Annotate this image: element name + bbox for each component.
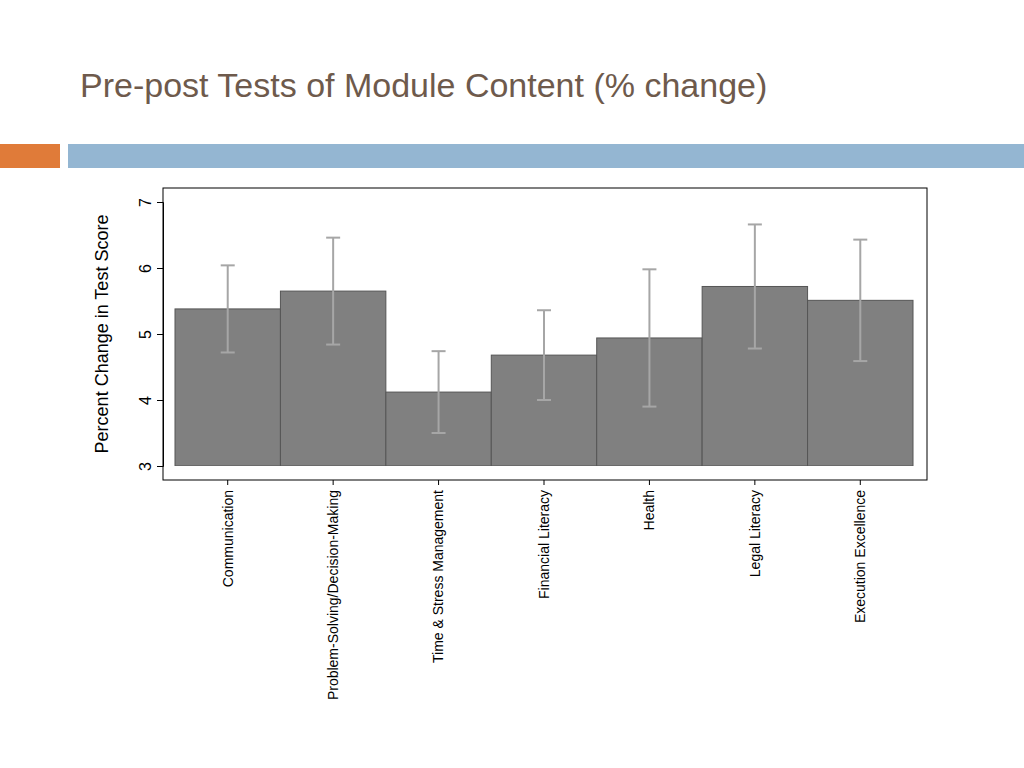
error-bar [326,238,340,345]
error-cap [537,309,551,311]
error-cap [432,350,446,352]
x-tick: Legal Literacy [747,480,763,577]
x-tick-label: Legal Literacy [747,490,763,577]
x-tick-label: Health [641,490,657,530]
plot-area [175,224,913,466]
error-cap [853,239,867,241]
y-tick-mark [157,268,163,269]
x-tick: Financial Literacy [536,480,552,599]
y-tick: 4 [137,396,163,405]
y-tick-label: 5 [137,330,154,339]
error-cap [853,360,867,362]
error-cap [221,264,235,266]
error-bar [537,310,551,400]
error-cap [537,399,551,401]
y-tick-label: 3 [137,462,154,471]
error-stem [438,351,440,433]
x-tick-label: Financial Literacy [536,490,552,599]
error-stem [859,240,861,361]
error-cap [432,432,446,434]
error-cap [748,223,762,225]
y-tick-mark [157,400,163,401]
error-cap [748,348,762,350]
x-tick-mark [227,480,228,485]
y-tick: 5 [137,330,163,339]
error-bar [642,269,656,406]
error-stem [648,269,650,406]
error-bar [221,265,235,352]
error-bar [853,240,867,361]
x-tick-label: Time & Stress Management [430,490,446,663]
y-tick-label: 4 [137,396,154,405]
y-tick-mark [157,334,163,335]
x-tick-mark [333,480,334,485]
x-tick: Execution Excellence [852,480,868,623]
y-axis-line [157,203,164,467]
error-bar [748,224,762,348]
title: Pre-post Tests of Module Content (% chan… [80,66,767,104]
x-tick-mark [649,480,650,485]
y-tick: 3 [137,462,163,471]
accent-bar [0,144,60,168]
error-cap [326,344,340,346]
error-cap [642,268,656,270]
x-tick: Health [641,480,657,530]
error-cap [642,406,656,408]
error-stem [754,224,756,348]
y-tick-label: 6 [137,264,154,273]
x-tick-mark [438,480,439,485]
error-cap [326,237,340,239]
error-stem [543,310,545,400]
x-tick: Problem-Solving/Decision-Making [325,480,341,700]
error-stem [227,265,229,352]
header-band [68,144,1024,168]
error-bar [432,351,446,433]
y-tick-mark [157,202,163,203]
plot-frame [163,188,927,480]
x-tick-label: Execution Excellence [852,490,868,623]
x-tick: Time & Stress Management [430,480,446,663]
y-axis-title: Percent Change in Test Score [92,215,112,454]
error-cap [221,351,235,353]
error-stem [332,238,334,345]
y-tick: 6 [137,264,163,273]
y-tick-label: 7 [137,198,154,207]
x-tick-mark [860,480,861,485]
y-tick: 7 [137,198,163,207]
y-tick-mark [157,466,163,467]
x-tick: Communication [220,480,236,587]
x-tick-label: Communication [220,490,236,587]
x-tick-mark [754,480,755,485]
x-tick-label: Problem-Solving/Decision-Making [325,490,341,700]
x-axis: Communication Problem-Solving/Decision-Ma… [220,480,869,700]
x-tick-mark [544,480,545,485]
y-axis: 3 4 5 6 7 [137,198,164,471]
